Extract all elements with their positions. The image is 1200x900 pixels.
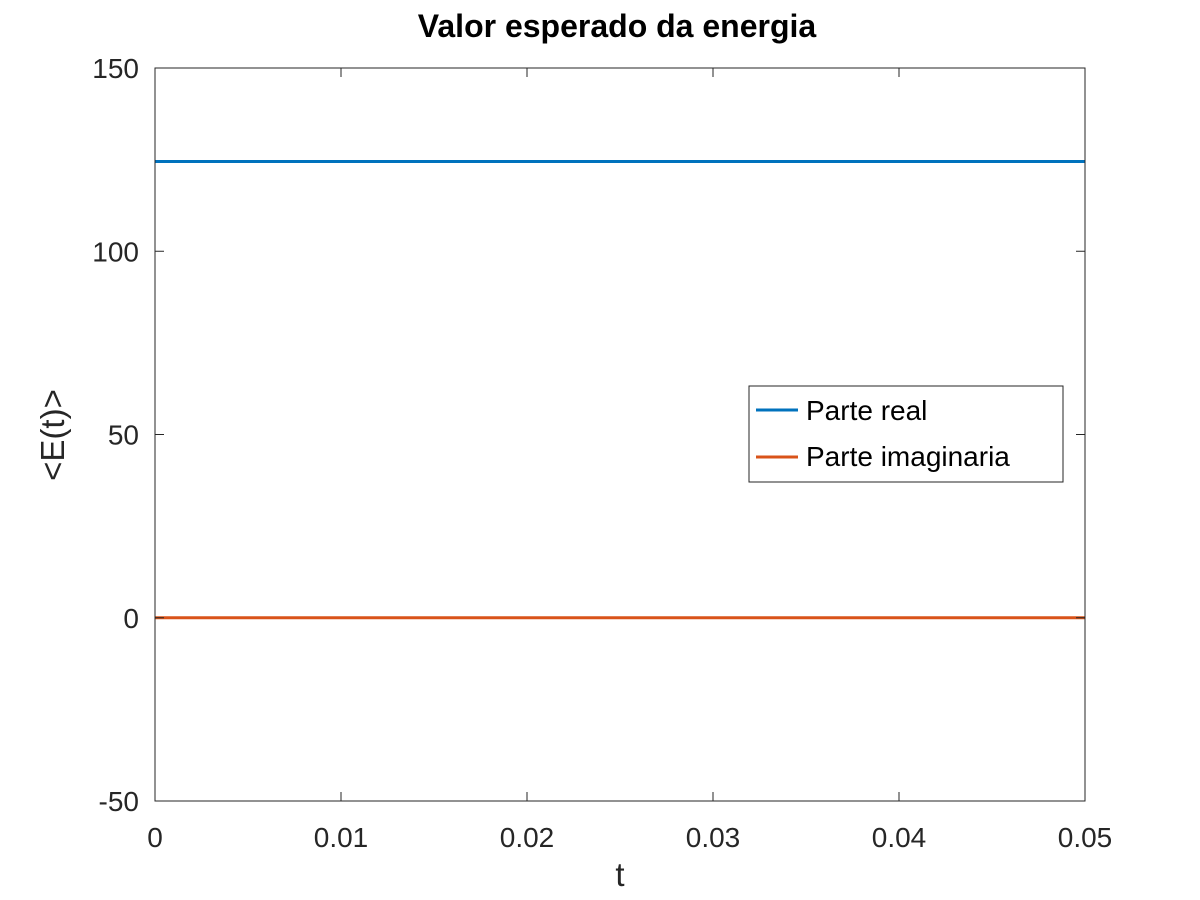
chart-title: Valor esperado da energia: [418, 8, 817, 44]
legend: Parte real Parte imaginaria: [748, 385, 1064, 483]
series-layer: [155, 159, 1085, 620]
plot-frame: [154, 67, 1086, 802]
ticks-layer: 0 0.01 0.02 0.03 0.04 0.05 -50 0 50 100 150: [92, 53, 1112, 853]
x-tick-label: 0.03: [686, 822, 741, 853]
y-tick-label: 150: [92, 53, 139, 84]
y-tick-label: 0: [123, 603, 139, 634]
x-tick-label: 0.05: [1058, 822, 1113, 853]
x-tick-label: 0.01: [314, 822, 369, 853]
x-tick-label: 0: [147, 822, 163, 853]
x-axis-label: t: [615, 856, 624, 893]
y-axis-label: <E(t)>: [34, 389, 71, 481]
legend-label-parte-imaginaria: Parte imaginaria: [806, 441, 1010, 472]
y-tick-label: 100: [92, 236, 139, 267]
y-tick-label: -50: [99, 786, 139, 817]
legend-label-parte-real: Parte real: [806, 395, 927, 426]
x-tick-label: 0.02: [500, 822, 555, 853]
y-tick-label: 50: [108, 420, 139, 451]
legend-box: [748, 385, 1064, 483]
x-tick-label: 0.04: [872, 822, 927, 853]
